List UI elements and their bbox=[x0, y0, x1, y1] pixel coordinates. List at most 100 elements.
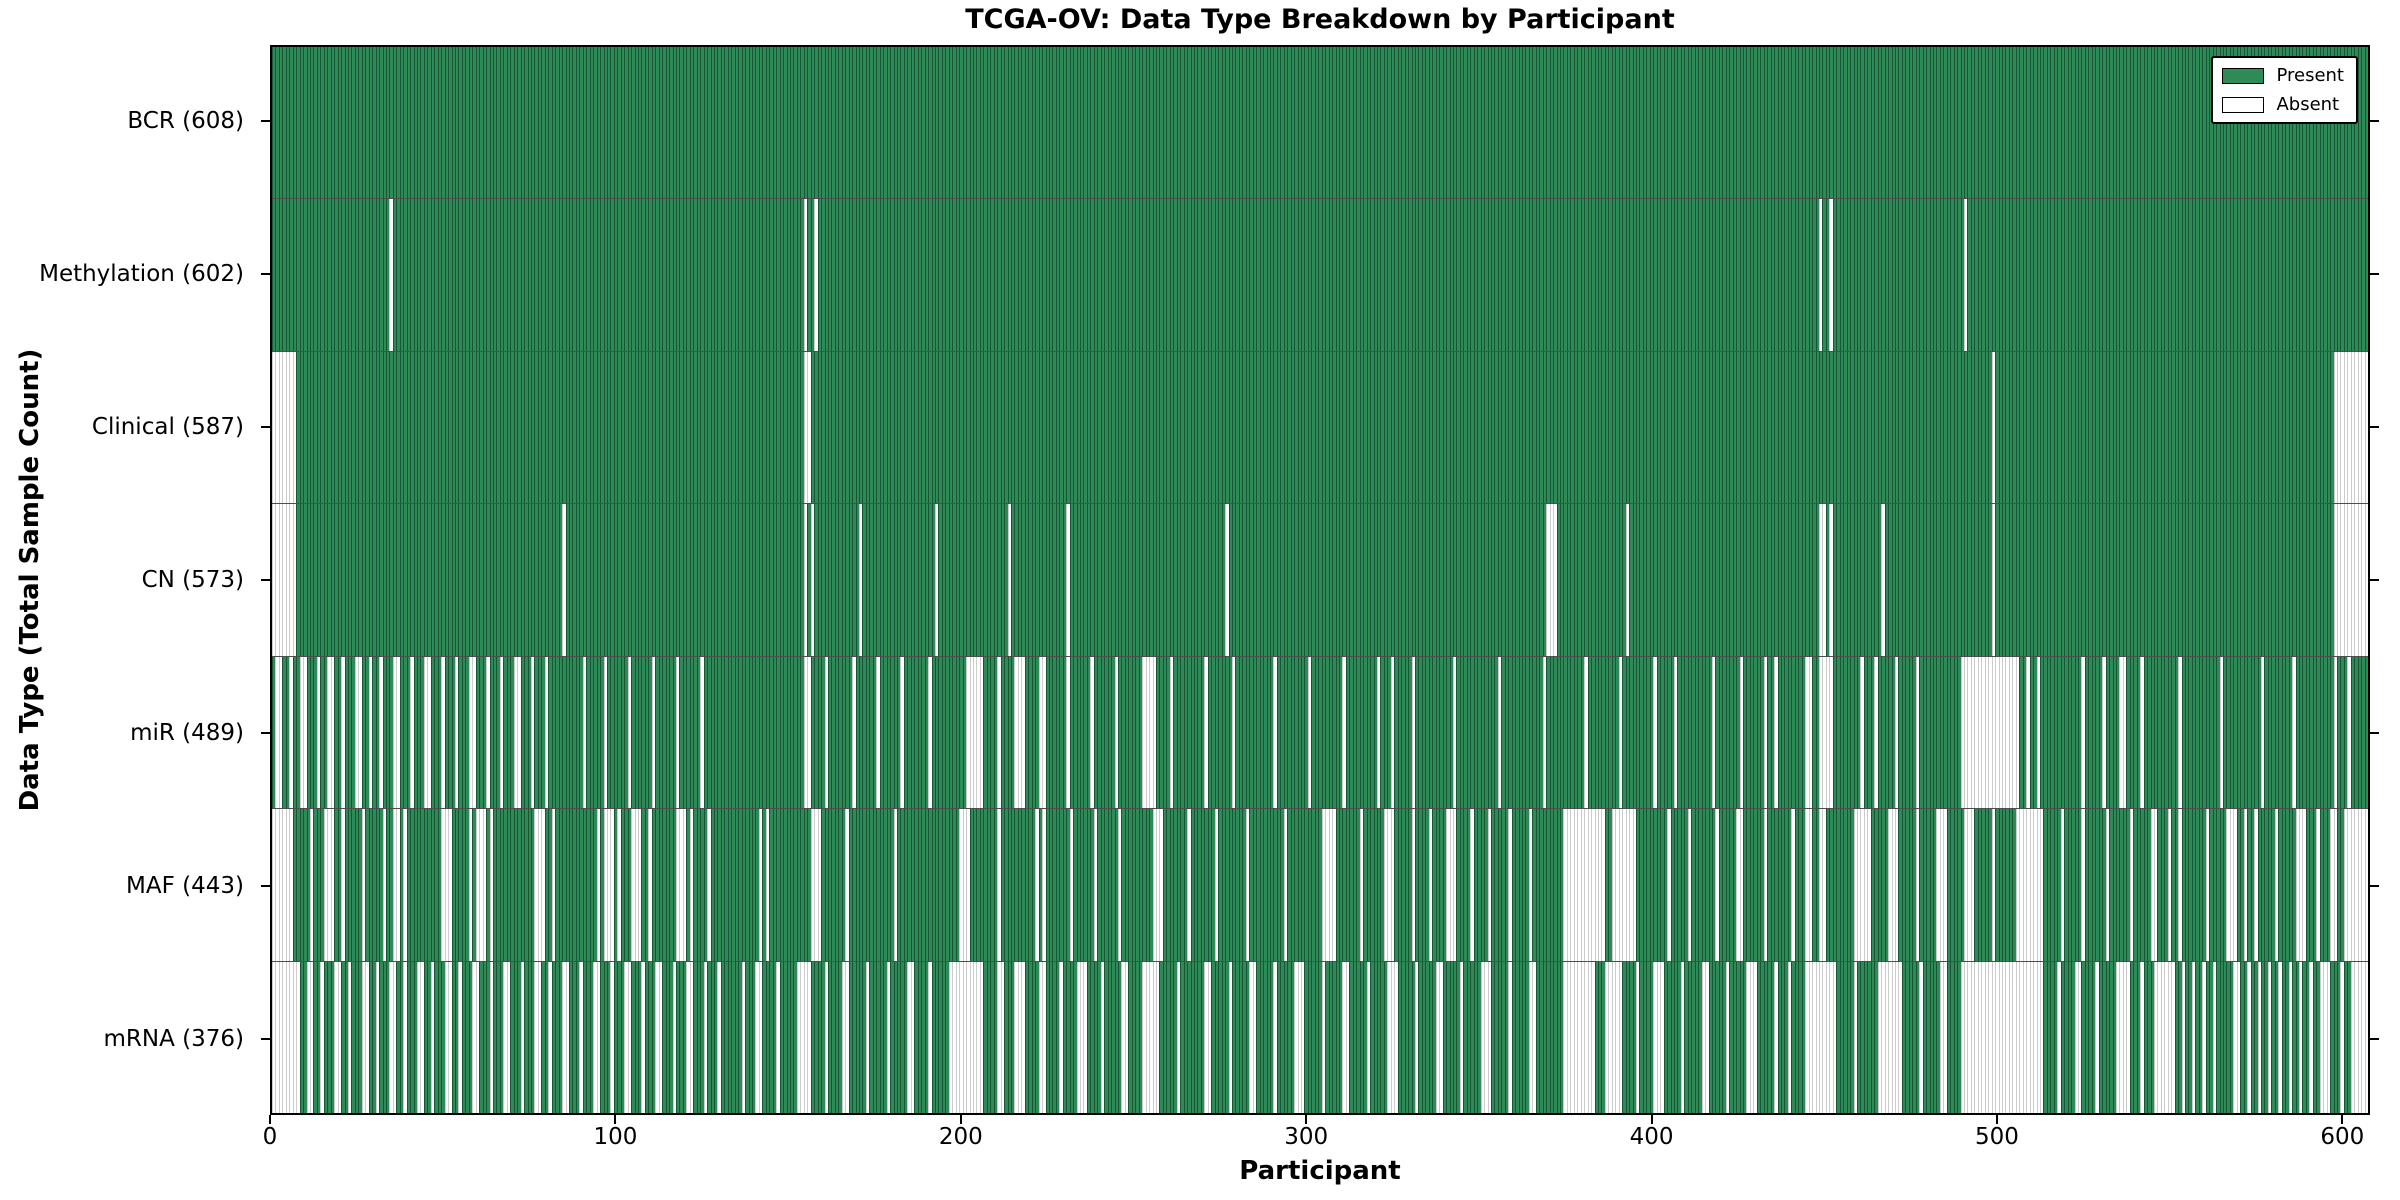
participant-cell bbox=[2292, 199, 2296, 351]
participant-cell bbox=[1825, 656, 1830, 809]
participant-cell bbox=[517, 504, 521, 656]
participant-cell bbox=[2126, 199, 2130, 351]
ytick-mark bbox=[261, 1037, 270, 1040]
participant-cell bbox=[1732, 809, 1737, 961]
participant-cell bbox=[1822, 961, 1826, 1113]
participant-cell bbox=[451, 656, 456, 809]
participant-cell bbox=[489, 961, 493, 1113]
participant-cell bbox=[1325, 351, 1329, 504]
participant-cell bbox=[1276, 47, 1281, 199]
participant-cell bbox=[1339, 199, 1343, 351]
participant-cell bbox=[1863, 351, 1868, 504]
participant-cell bbox=[2153, 504, 2158, 656]
participant-cell bbox=[1435, 199, 1440, 351]
participant-cell bbox=[1635, 504, 1640, 656]
participant-cell bbox=[544, 351, 549, 504]
participant-cell bbox=[1815, 809, 1819, 961]
participant-cell bbox=[503, 961, 507, 1113]
participant-cell bbox=[821, 351, 825, 504]
participant-cell bbox=[2229, 961, 2234, 1113]
participant-cell bbox=[1639, 504, 1643, 656]
participant-cell bbox=[1307, 351, 1312, 504]
participant-cell bbox=[1269, 504, 1274, 656]
participant-cell bbox=[631, 961, 635, 1113]
participant-cell bbox=[1691, 47, 1695, 199]
participant-cell bbox=[1449, 47, 1453, 199]
participant-cell bbox=[1805, 656, 1809, 809]
participant-cell bbox=[1625, 351, 1630, 504]
participant-cell bbox=[472, 961, 476, 1113]
participant-cell bbox=[1218, 47, 1222, 199]
participant-cell bbox=[1888, 809, 1892, 961]
participant-cell bbox=[1549, 504, 1554, 656]
participant-cell bbox=[993, 961, 998, 1113]
participant-cell bbox=[2312, 351, 2317, 504]
participant-cell bbox=[2012, 656, 2016, 809]
participant-cell bbox=[613, 961, 618, 1113]
participant-cell bbox=[2198, 199, 2203, 351]
participant-cell bbox=[2109, 809, 2113, 961]
participant-cell bbox=[1377, 504, 1381, 656]
participant-cell bbox=[969, 351, 973, 504]
participant-cell bbox=[524, 961, 528, 1113]
participant-cell bbox=[672, 809, 677, 961]
participant-cell bbox=[1100, 504, 1105, 656]
participant-cell bbox=[1919, 961, 1923, 1113]
participant-cell bbox=[852, 351, 856, 504]
participant-cell bbox=[461, 504, 466, 656]
participant-cell bbox=[1332, 351, 1336, 504]
participant-cell bbox=[399, 656, 404, 809]
participant-cell bbox=[972, 961, 977, 1113]
participant-cell bbox=[1580, 47, 1585, 199]
participant-cell bbox=[724, 504, 728, 656]
participant-cell bbox=[1256, 656, 1260, 809]
participant-cell bbox=[1553, 47, 1557, 199]
participant-cell bbox=[1159, 351, 1163, 504]
participant-cell bbox=[703, 351, 708, 504]
participant-cell bbox=[441, 199, 445, 351]
participant-cell bbox=[620, 351, 625, 504]
participant-cell bbox=[1097, 199, 1101, 351]
participant-cell bbox=[1456, 47, 1460, 199]
participant-cell bbox=[1677, 656, 1681, 809]
participant-cell bbox=[1207, 199, 1212, 351]
participant-cell bbox=[1598, 656, 1602, 809]
participant-cell bbox=[1680, 199, 1685, 351]
participant-cell bbox=[1421, 504, 1426, 656]
participant-cell bbox=[1577, 199, 1581, 351]
participant-cell bbox=[1774, 47, 1778, 199]
participant-cell bbox=[1653, 809, 1657, 961]
participant-cell bbox=[1010, 809, 1015, 961]
participant-cell bbox=[2074, 656, 2078, 809]
participant-cell bbox=[1591, 504, 1595, 656]
participant-cell bbox=[1618, 656, 1623, 809]
participant-cell bbox=[976, 656, 980, 809]
participant-cell bbox=[1957, 504, 1961, 656]
participant-cell bbox=[2091, 199, 2096, 351]
participant-cell bbox=[2181, 961, 2186, 1113]
participant-cell bbox=[1625, 961, 1630, 1113]
participant-cell bbox=[1998, 656, 2003, 809]
participant-cell bbox=[1870, 504, 1875, 656]
participant-cell bbox=[1812, 504, 1816, 656]
participant-cell bbox=[1915, 199, 1920, 351]
participant-cell bbox=[1149, 47, 1153, 199]
participant-cell bbox=[1352, 47, 1357, 199]
participant-cell bbox=[2174, 47, 2179, 199]
participant-cell bbox=[285, 199, 290, 351]
participant-cell bbox=[997, 961, 1001, 1113]
participant-cell bbox=[1622, 351, 1626, 504]
participant-cell bbox=[2285, 809, 2289, 961]
participant-cell bbox=[1076, 961, 1081, 1113]
participant-cell bbox=[644, 656, 649, 809]
participant-cell bbox=[2005, 199, 2009, 351]
participant-cell bbox=[2112, 656, 2116, 809]
participant-cell bbox=[1231, 809, 1236, 961]
participant-cell bbox=[1894, 656, 1899, 809]
participant-cell bbox=[1245, 809, 1250, 961]
participant-cell bbox=[1988, 961, 1992, 1113]
participant-cell bbox=[1863, 809, 1868, 961]
participant-cell bbox=[814, 47, 818, 199]
participant-cell bbox=[617, 504, 621, 656]
participant-cell bbox=[1131, 351, 1136, 504]
